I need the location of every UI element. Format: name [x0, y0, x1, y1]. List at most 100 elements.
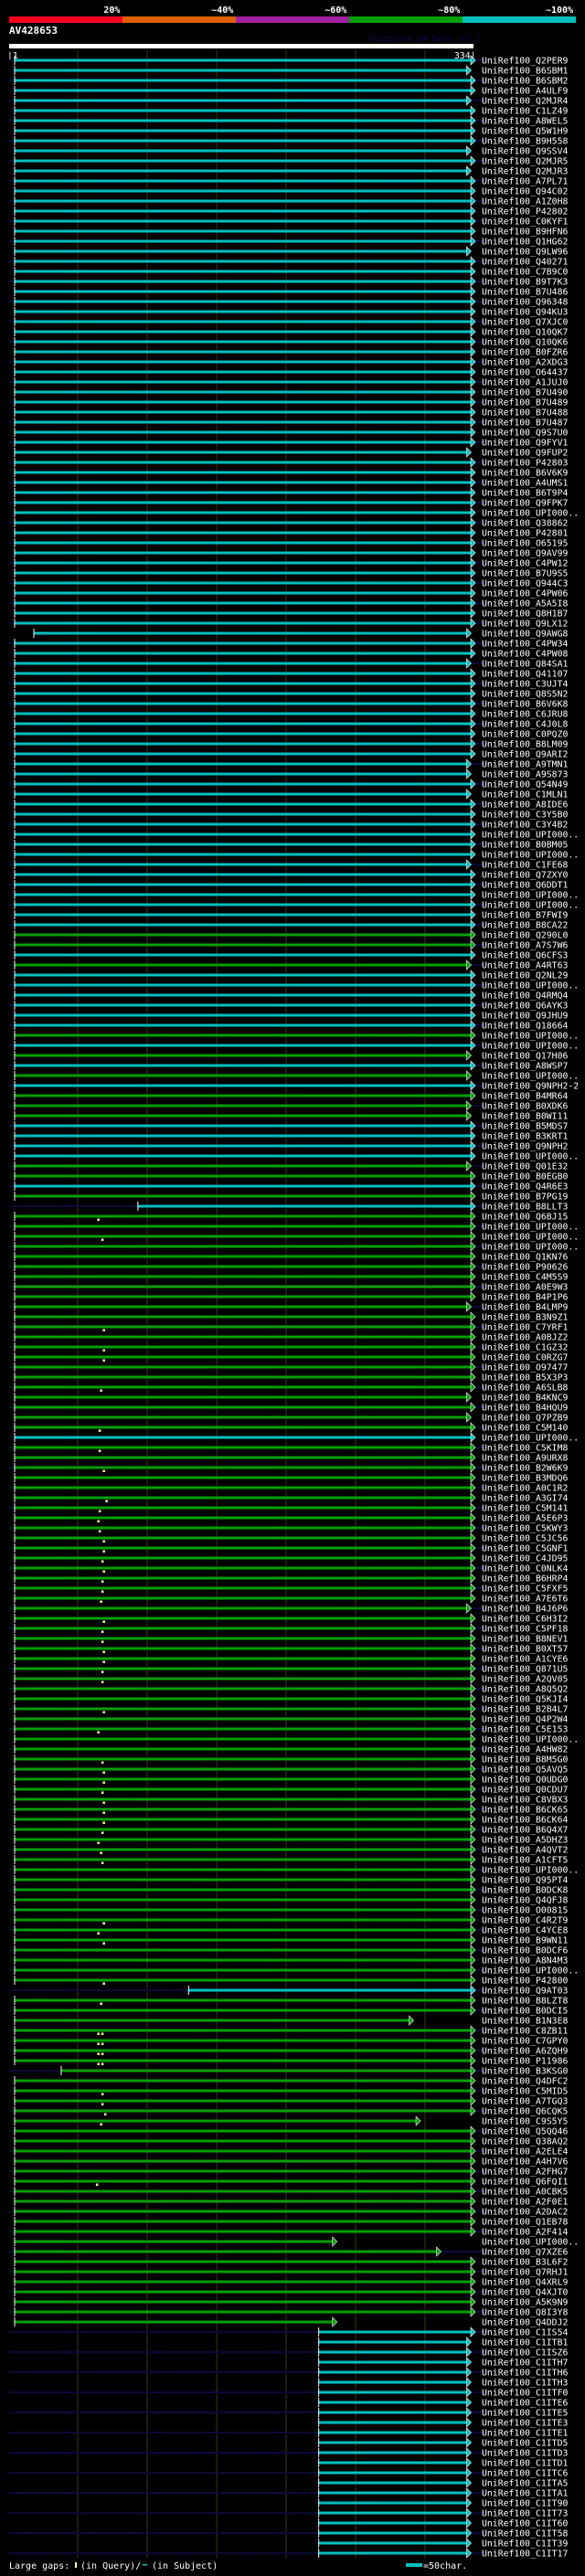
hit-label[interactable]: UniRef100_UPI000..	[482, 851, 579, 861]
hit-label[interactable]: UniRef100_A0C1R2	[482, 1484, 568, 1494]
hit-bar[interactable]	[318, 2521, 467, 2525]
hit-bar[interactable]	[15, 1335, 471, 1339]
hit-bar[interactable]	[15, 1576, 471, 1580]
hit-label[interactable]: UniRef100_Q4DFC2	[482, 2077, 568, 2087]
hit-row[interactable]: UniRef100_C5KWY3	[9, 1522, 568, 1534]
hit-bar[interactable]	[15, 903, 471, 906]
hit-label[interactable]: UniRef100_B9T7K3	[482, 278, 568, 288]
hit-bar[interactable]	[15, 1657, 471, 1660]
hit-label[interactable]: UniRef100_B7U9S5	[482, 569, 568, 579]
hit-bar[interactable]	[15, 2029, 471, 2032]
hit-row[interactable]: UniRef100_C1IT73	[9, 2507, 568, 2519]
hit-bar[interactable]	[15, 350, 471, 354]
hit-row[interactable]: UniRef100_C4PW34	[9, 638, 568, 650]
hit-label[interactable]: UniRef100_Q9SSV4	[482, 147, 568, 157]
hit-bar[interactable]	[15, 1888, 471, 1892]
hit-label[interactable]: UniRef100_B0WI11	[482, 1112, 568, 1122]
hit-bar[interactable]	[15, 1003, 471, 1007]
hit-label[interactable]: UniRef100_Q2MJR4	[482, 97, 568, 107]
hit-bar[interactable]	[15, 1034, 471, 1037]
hit-bar[interactable]	[15, 2169, 471, 2173]
hit-bar[interactable]	[15, 1305, 467, 1309]
hit-label[interactable]: UniRef100_A7E6T6	[482, 1595, 568, 1605]
hit-bar[interactable]	[15, 1094, 471, 1097]
hit-label[interactable]: UniRef100_A1CYE6	[482, 1655, 568, 1665]
hit-label[interactable]: UniRef100_Q9FYV1	[482, 439, 568, 449]
hit-row[interactable]: UniRef100_B6V6K9	[14, 467, 568, 479]
hit-bar[interactable]	[15, 1436, 471, 1439]
hit-label[interactable]: UniRef100_C5FXF5	[482, 1585, 568, 1595]
hit-row[interactable]: UniRef100_B8M5G0	[14, 1754, 568, 1765]
hit-label[interactable]: UniRef100_B8NEV1	[482, 1635, 568, 1645]
hit-label[interactable]: UniRef100_C4PW12	[482, 559, 568, 569]
hit-bar[interactable]	[15, 1848, 471, 1851]
hit-bar[interactable]	[15, 2310, 471, 2314]
hit-label[interactable]: UniRef100_B7U490	[482, 388, 568, 398]
hit-bar[interactable]	[15, 149, 467, 153]
hit-row[interactable]: UniRef100_A7S7W6	[9, 939, 568, 951]
hit-row[interactable]: UniRef100_A5E6P3	[14, 1512, 568, 1524]
hit-row[interactable]: UniRef100_Q0CDU7	[9, 1784, 568, 1796]
hit-label[interactable]: UniRef100_Q944C3	[482, 579, 568, 589]
hit-label[interactable]: UniRef100_A5E6P3	[482, 1514, 568, 1524]
hit-label[interactable]: UniRef100_B8LM09	[482, 740, 568, 750]
hit-row[interactable]: UniRef100_B0FZR6	[14, 346, 568, 358]
hit-label[interactable]: UniRef100_B4KNC9	[482, 1394, 568, 1404]
hit-bar[interactable]	[15, 1456, 471, 1459]
hit-label[interactable]: UniRef100_A7TGQ3	[482, 2097, 568, 2107]
hit-row[interactable]: UniRef100_B7FWI9	[14, 909, 568, 921]
hit-row[interactable]: UniRef100_B8LM09	[9, 738, 568, 750]
hit-row[interactable]: UniRef100_Q5AVQ5	[9, 1764, 568, 1776]
hit-bar[interactable]	[15, 853, 471, 856]
hit-row[interactable]: UniRef100_Q2MJR3	[14, 165, 568, 177]
hit-label[interactable]: UniRef100_UPI000..	[482, 1032, 579, 1042]
hit-bar[interactable]	[15, 2260, 471, 2263]
hit-bar[interactable]	[15, 993, 471, 997]
hit-row[interactable]: UniRef100_UPI000..	[14, 1150, 579, 1162]
hit-label[interactable]: UniRef100_Q1KN76	[482, 1253, 568, 1263]
hit-row[interactable]: UniRef100_Q4QFJ8	[14, 1894, 568, 1906]
hit-bar[interactable]	[15, 1245, 471, 1248]
hit-row[interactable]: UniRef100_Q4XRL9	[14, 2276, 568, 2288]
hit-row[interactable]: UniRef100_Q10QK6	[9, 336, 568, 348]
hit-bar[interactable]	[15, 2220, 471, 2223]
hit-label[interactable]: UniRef100_C4PW06	[482, 589, 568, 599]
hit-label[interactable]: UniRef100_Q38862	[482, 519, 568, 529]
hit-label[interactable]: UniRef100_C1ITA1	[482, 2489, 568, 2499]
hit-label[interactable]: UniRef100_B4MR64	[482, 1092, 568, 1102]
hit-label[interactable]: UniRef100_B6SBM2	[482, 77, 568, 87]
hit-label[interactable]: UniRef100_Q54N49	[482, 780, 568, 790]
hit-label[interactable]: UniRef100_C5M140	[482, 1424, 568, 1434]
hit-row[interactable]: UniRef100_Q96348	[9, 296, 568, 308]
hit-bar[interactable]	[15, 159, 471, 163]
hit-label[interactable]: UniRef100_C4PW08	[482, 650, 568, 660]
hit-bar[interactable]	[15, 943, 471, 947]
hit-row[interactable]: UniRef100_A2QV05	[14, 1673, 568, 1685]
hit-bar[interactable]	[15, 591, 471, 595]
hit-row[interactable]: UniRef100_A5DHZ3	[14, 1834, 568, 1846]
hit-bar[interactable]	[15, 1214, 471, 1218]
hit-bar[interactable]	[15, 1044, 471, 1047]
hit-bar[interactable]	[15, 1114, 467, 1118]
hit-row[interactable]: UniRef100_C4JD95	[14, 1553, 568, 1564]
hit-label[interactable]: UniRef100_B1N3E8	[482, 2017, 568, 2027]
hit-bar[interactable]	[15, 1566, 471, 1570]
hit-row[interactable]: UniRef100_B4LMP9	[9, 1301, 568, 1313]
hit-label[interactable]: UniRef100_A0E9W3	[482, 1283, 568, 1293]
hit-label[interactable]: UniRef100_P42800	[482, 1977, 568, 1987]
hit-bar[interactable]	[15, 1858, 471, 1861]
hit-row[interactable]: UniRef100_B5MDS7	[9, 1120, 568, 1132]
hit-bar[interactable]	[15, 1496, 471, 1500]
hit-label[interactable]: UniRef100_UPI000..	[482, 1152, 579, 1162]
hit-bar[interactable]	[15, 873, 471, 876]
hit-label[interactable]: UniRef100_A9URX8	[482, 1454, 568, 1464]
hit-row[interactable]: UniRef100_C1MLN1	[14, 789, 568, 800]
hit-bar[interactable]	[15, 1365, 471, 1369]
hit-bar[interactable]	[15, 461, 471, 464]
hit-bar[interactable]	[15, 551, 471, 555]
hit-label[interactable]: UniRef100_Q9AV99	[482, 549, 568, 559]
hit-row[interactable]: UniRef100_A7PL71	[9, 175, 568, 187]
hit-row[interactable]: UniRef100_C0RZG7	[14, 1352, 568, 1363]
hit-bar[interactable]	[15, 189, 471, 193]
hit-row[interactable]: UniRef100_C6JRU8	[14, 708, 568, 720]
